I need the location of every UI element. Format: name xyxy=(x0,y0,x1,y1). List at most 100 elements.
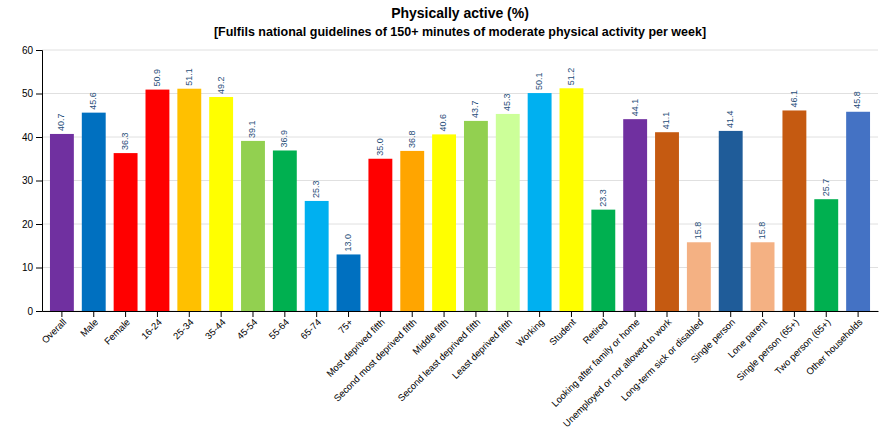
data-label: 25.3 xyxy=(311,180,321,198)
y-tick: 60 xyxy=(22,45,42,56)
data-label: 50.1 xyxy=(534,73,544,91)
data-label: 50.9 xyxy=(152,69,162,87)
x-tick-mark xyxy=(635,311,636,317)
bar xyxy=(814,199,838,311)
data-label: 51.2 xyxy=(566,68,576,86)
x-tick-mark xyxy=(61,311,62,317)
x-tick-mark xyxy=(667,311,668,317)
subtitle: [Fulfils national guidelines of 150+ min… xyxy=(214,25,706,39)
bar xyxy=(846,112,870,311)
data-label: 45.3 xyxy=(502,93,512,111)
data-label: 46.1 xyxy=(789,90,799,108)
data-label: 36.8 xyxy=(407,130,417,148)
x-tick: 45-54 xyxy=(234,311,259,341)
y-tick-label: 0 xyxy=(27,306,33,317)
y-tick: 40 xyxy=(22,132,42,143)
bar xyxy=(368,159,392,311)
x-tick-label: 55-64 xyxy=(266,316,291,341)
bar xyxy=(209,97,233,311)
x-tick-label: 65-74 xyxy=(298,316,323,341)
title: Physically active (%) xyxy=(391,5,529,21)
data-label: 39.1 xyxy=(247,120,257,138)
x-tick-label: Two person (65+) xyxy=(772,316,832,376)
x-tick: Student xyxy=(547,311,578,347)
x-tick-mark xyxy=(93,311,94,317)
y-tick-mark xyxy=(36,311,42,312)
y-tick-mark xyxy=(36,224,42,225)
data-label: 44.1 xyxy=(630,99,640,117)
bar xyxy=(591,210,615,311)
x-tick-label: 25-34 xyxy=(171,316,196,341)
x-tick-mark xyxy=(603,311,604,317)
x-tick-mark xyxy=(157,311,158,317)
y-tick: 30 xyxy=(22,175,42,186)
bar xyxy=(496,114,520,311)
x-tick-label: 75+ xyxy=(336,316,355,335)
x-tick-mark xyxy=(284,311,285,317)
x-tick-mark xyxy=(507,311,508,317)
data-label: 41.1 xyxy=(661,112,671,130)
x-tick: Retired xyxy=(580,311,609,346)
y-tick: 0 xyxy=(27,306,42,317)
x-tick-mark xyxy=(826,311,827,317)
data-label: 45.8 xyxy=(852,91,862,109)
bar xyxy=(114,153,138,311)
bar xyxy=(50,134,74,311)
grid-line xyxy=(42,50,878,51)
y-tick-mark xyxy=(36,94,42,95)
data-label: 41.4 xyxy=(725,110,735,128)
x-tick-label: Most deprived fifth xyxy=(324,316,387,379)
y-tick-label: 50 xyxy=(22,88,34,99)
x-tick: 25-34 xyxy=(171,311,196,341)
x-tick: Single person (65+) xyxy=(734,311,801,383)
data-label: 40.7 xyxy=(56,113,66,131)
data-label: 45.6 xyxy=(88,92,98,110)
x-tick-mark xyxy=(762,311,763,317)
y-tick: 20 xyxy=(22,219,42,230)
data-label: 40.6 xyxy=(438,114,448,132)
data-label: 51.1 xyxy=(184,68,194,86)
x-tick: 75+ xyxy=(336,311,355,336)
data-label: 23.3 xyxy=(598,189,608,207)
data-label: 13.0 xyxy=(343,234,353,252)
y-tick-mark xyxy=(36,50,42,51)
data-label: 36.9 xyxy=(279,130,289,148)
x-tick: Female xyxy=(102,311,132,347)
x-tick-label: Student xyxy=(547,316,578,347)
bar xyxy=(528,93,552,311)
x-tick-mark xyxy=(125,311,126,317)
x-tick-mark xyxy=(316,311,317,317)
y-tick-label: 30 xyxy=(22,175,34,186)
x-tick: 55-64 xyxy=(266,311,291,341)
y-tick-label: 40 xyxy=(22,132,34,143)
y-tick-label: 20 xyxy=(22,219,34,230)
x-tick-mark xyxy=(252,311,253,317)
bar xyxy=(751,242,775,311)
x-tick-label: 35-44 xyxy=(203,316,228,341)
bar xyxy=(560,88,584,311)
y-axis-line xyxy=(36,51,43,312)
data-label: 35.0 xyxy=(375,138,385,156)
x-tick-mark xyxy=(475,311,476,317)
x-tick: Two person (65+) xyxy=(772,311,832,377)
plot: 0102030405060OverallMaleFemale16-2425-34… xyxy=(22,45,879,429)
bar xyxy=(337,254,361,311)
bar xyxy=(241,141,265,311)
x-tick: Male xyxy=(78,311,100,339)
bars xyxy=(50,88,870,311)
bar xyxy=(464,121,488,311)
x-tick: Least deprived fifth xyxy=(450,311,515,381)
x-tick-label: 16-24 xyxy=(139,316,164,341)
data-label: 36.3 xyxy=(120,133,130,151)
x-tick: Overall xyxy=(39,311,68,345)
x-tick-mark xyxy=(221,311,222,317)
y-tick-label: 60 xyxy=(22,45,34,56)
y-tick-mark xyxy=(36,181,42,182)
x-tick-label: 45-54 xyxy=(234,316,259,341)
x-tick-mark xyxy=(380,311,381,317)
bar xyxy=(305,201,329,311)
x-tick: Most deprived fifth xyxy=(324,311,387,379)
x-tick-label: Working xyxy=(514,316,546,348)
x-tick-mark xyxy=(539,311,540,317)
data-label: 15.8 xyxy=(757,222,767,240)
